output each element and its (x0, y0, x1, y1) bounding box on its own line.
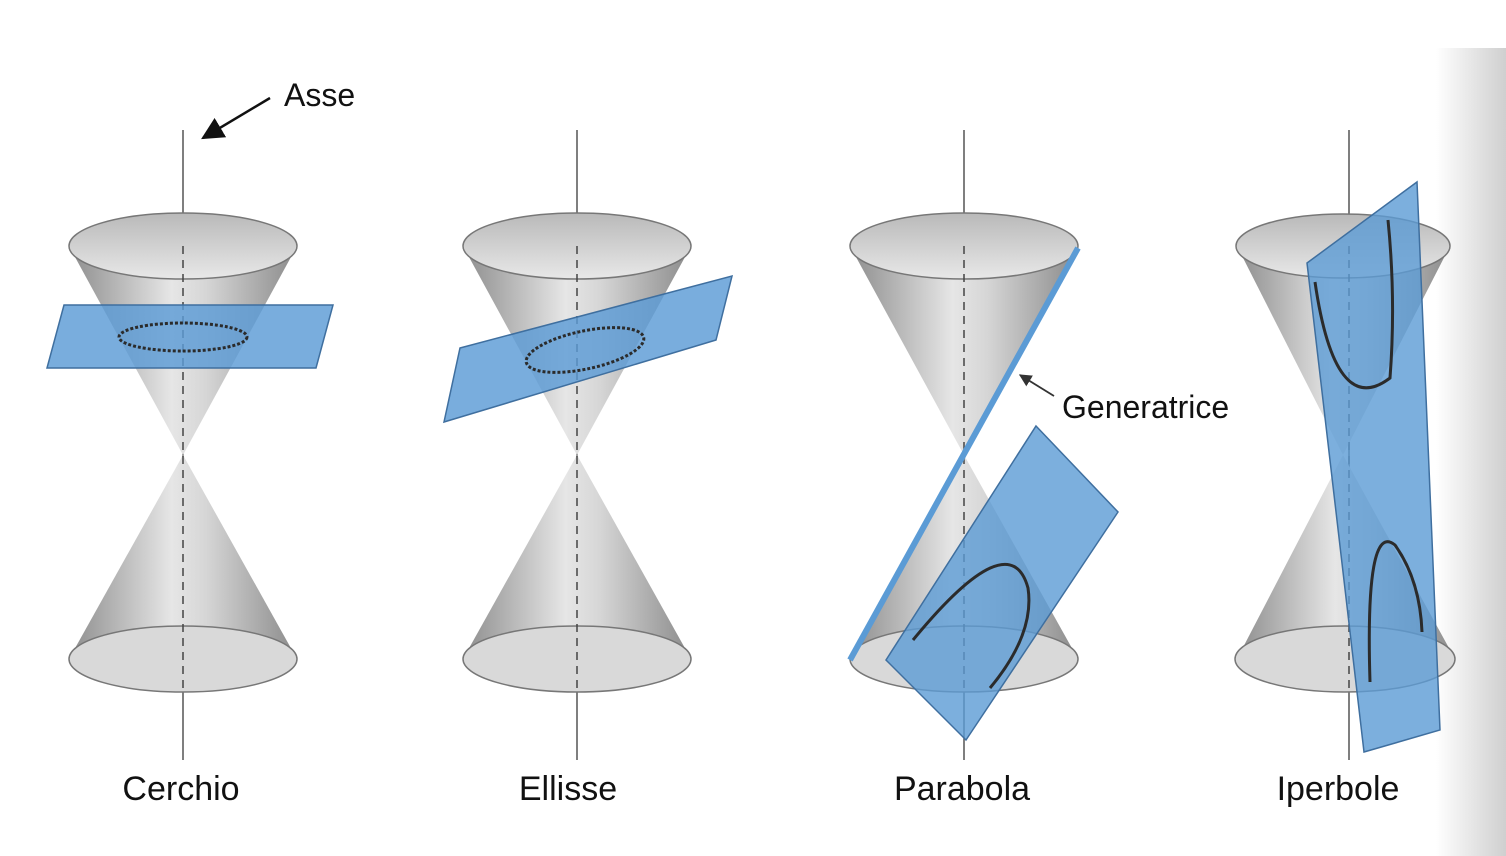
cutting-plane (885, 424, 1119, 742)
cone-parabola (847, 130, 1119, 760)
hyperbola-lower-branch (1367, 540, 1424, 683)
section-label-hyperbola: Iperbole (1277, 770, 1400, 808)
circle-curve (117, 321, 249, 353)
generatrix-line (847, 246, 1081, 662)
cone-hyperbola (1234, 130, 1456, 760)
cone-circle (46, 130, 334, 760)
axis-arrow (201, 96, 271, 140)
hyperbola-upper-branch (1313, 219, 1395, 390)
page-edge-shadow (1436, 48, 1506, 856)
generatrix-label: Generatrice (1062, 389, 1229, 425)
section-label-circle: Cerchio (122, 770, 239, 808)
parabola-curve (911, 562, 1031, 689)
generatrix-arrow (1018, 374, 1055, 397)
section-label-ellipse: Ellisse (519, 770, 617, 808)
axis-label: Asse (284, 77, 355, 113)
ellipse-curve (524, 326, 646, 374)
cutting-plane (1306, 180, 1441, 753)
cutting-plane (442, 274, 734, 424)
cutting-plane (46, 304, 334, 369)
section-label-parabola: Parabola (894, 770, 1030, 808)
cone-ellipse (442, 130, 734, 760)
